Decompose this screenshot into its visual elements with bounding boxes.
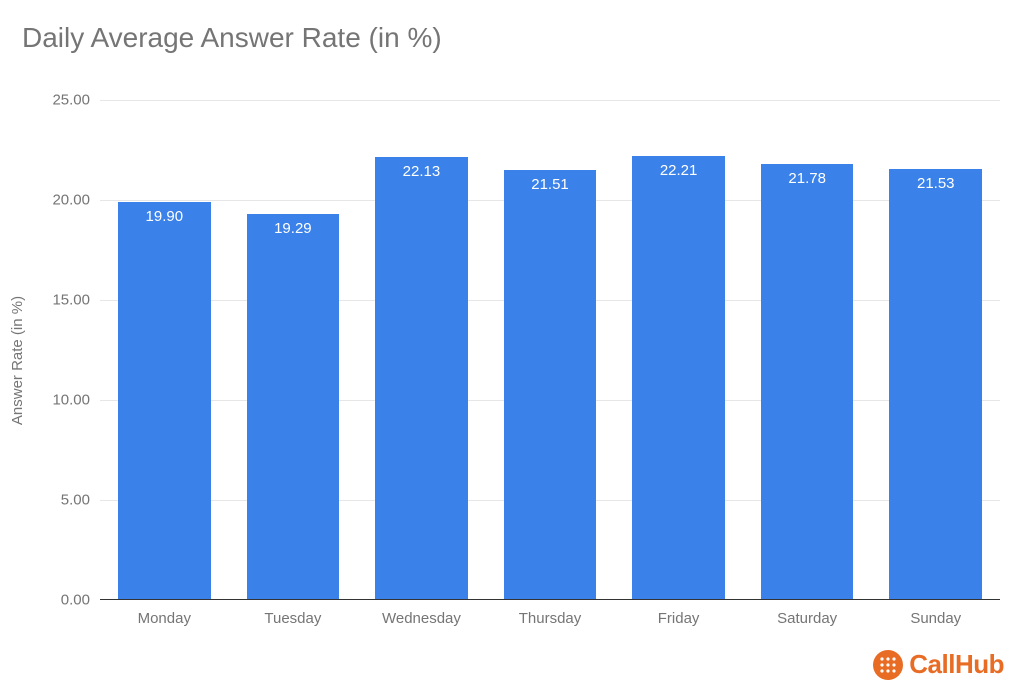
bar-slot: 21.53Sunday xyxy=(871,100,1000,600)
bar: 22.21 xyxy=(632,156,725,600)
y-tick-label: 0.00 xyxy=(61,592,90,609)
bar-value-label: 19.29 xyxy=(274,220,312,237)
bar: 21.53 xyxy=(889,169,982,600)
x-tick-label: Sunday xyxy=(910,610,961,627)
bars-group: 19.90Monday19.29Tuesday22.13Wednesday21.… xyxy=(100,100,1000,600)
y-axis-label: Answer Rate (in %) xyxy=(10,295,27,424)
x-tick-label: Thursday xyxy=(519,610,582,627)
y-tick-label: 25.00 xyxy=(52,92,90,109)
callhub-logo-icon xyxy=(873,650,903,680)
y-tick-label: 15.00 xyxy=(52,292,90,309)
x-tick-label: Saturday xyxy=(777,610,837,627)
callhub-logo: CallHub xyxy=(873,649,1004,680)
bar-slot: 19.90Monday xyxy=(100,100,229,600)
bar-value-label: 22.13 xyxy=(403,163,441,180)
bar: 21.51 xyxy=(504,170,597,600)
bar-slot: 21.51Thursday xyxy=(486,100,615,600)
bar: 19.90 xyxy=(118,202,211,600)
bar-slot: 22.13Wednesday xyxy=(357,100,486,600)
bar: 19.29 xyxy=(247,214,340,600)
bar: 21.78 xyxy=(761,164,854,600)
callhub-logo-text: CallHub xyxy=(909,649,1004,680)
bar-value-label: 19.90 xyxy=(146,208,184,225)
plot-area: 19.90Monday19.29Tuesday22.13Wednesday21.… xyxy=(100,100,1000,600)
y-tick-label: 10.00 xyxy=(52,392,90,409)
bar: 22.13 xyxy=(375,157,468,600)
bar-value-label: 21.51 xyxy=(531,176,569,193)
bar-slot: 21.78Saturday xyxy=(743,100,872,600)
bar-value-label: 21.78 xyxy=(788,170,826,187)
x-tick-label: Friday xyxy=(658,610,700,627)
bar-value-label: 21.53 xyxy=(917,175,955,192)
bar-slot: 19.29Tuesday xyxy=(229,100,358,600)
bar-slot: 22.21Friday xyxy=(614,100,743,600)
chart-container: Daily Average Answer Rate (in %) Answer … xyxy=(0,0,1024,692)
bar-value-label: 22.21 xyxy=(660,162,698,179)
x-axis-baseline xyxy=(100,599,1000,600)
x-tick-label: Monday xyxy=(138,610,191,627)
x-tick-label: Tuesday xyxy=(264,610,321,627)
y-axis-label-wrap: Answer Rate (in %) xyxy=(8,120,28,600)
y-tick-label: 5.00 xyxy=(61,492,90,509)
chart-title: Daily Average Answer Rate (in %) xyxy=(22,22,442,54)
x-tick-label: Wednesday xyxy=(382,610,461,627)
y-tick-label: 20.00 xyxy=(52,192,90,209)
